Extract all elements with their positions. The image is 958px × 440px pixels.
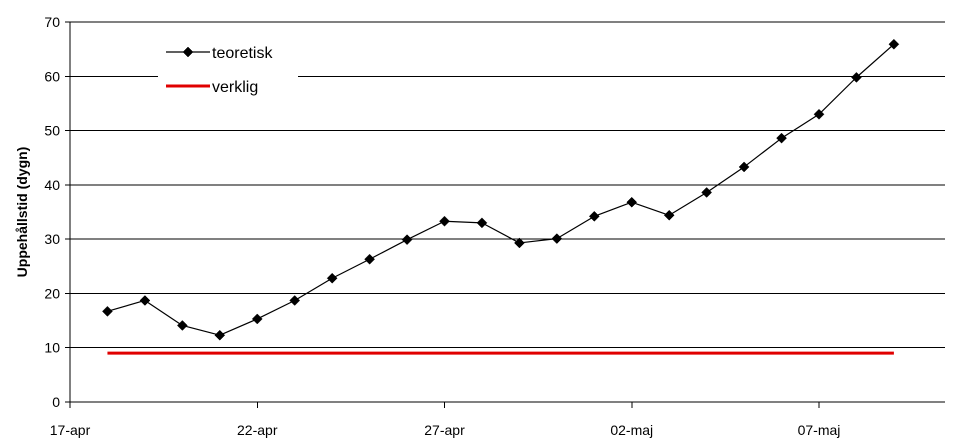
x-tick-labels: 17-apr 22-apr 27-apr 02-maj 07-maj (50, 422, 841, 438)
y-tick-label: 50 (44, 123, 60, 139)
x-tick-label: 02-maj (610, 422, 653, 438)
y-tick-label: 40 (44, 177, 60, 193)
data-point (401, 234, 413, 246)
data-point (214, 329, 226, 341)
data-point (476, 217, 488, 229)
legend-marker-teoretisk (182, 46, 194, 58)
x-tick-label: 27-apr (424, 422, 465, 438)
data-point (326, 272, 338, 284)
data-point (551, 233, 563, 244)
series-line-teoretisk (107, 43, 895, 336)
x-tick-label: 22-apr (237, 422, 278, 438)
y-tick-label: 70 (44, 14, 60, 30)
y-tick-label: 0 (52, 394, 60, 410)
y-axis-title: Uppehållstid (dygn) (14, 147, 30, 278)
x-tick-label: 17-apr (50, 422, 91, 438)
data-point (289, 295, 301, 306)
y-tick-label: 10 (44, 340, 60, 356)
y-tick-labels: 0 10 20 30 40 50 60 70 (44, 14, 60, 410)
legend: teoretisk verklig (158, 36, 298, 106)
data-point (701, 187, 713, 198)
data-point (663, 209, 675, 221)
series-layer (102, 38, 900, 355)
data-point (813, 108, 825, 120)
data-point (738, 161, 750, 173)
axes (65, 21, 945, 408)
data-point (888, 38, 900, 50)
legend-background (158, 36, 298, 106)
y-tick-label: 20 (44, 285, 60, 301)
data-point (588, 210, 600, 222)
data-point (514, 237, 525, 249)
data-point (776, 132, 787, 144)
data-point (251, 313, 263, 325)
data-point (439, 215, 450, 227)
data-point (139, 295, 151, 306)
y-tick-label: 30 (44, 231, 60, 247)
legend-label-verklig: verklig (212, 79, 258, 96)
data-point (851, 72, 862, 83)
legend-label-teoretisk: teoretisk (212, 45, 273, 62)
data-point (364, 253, 375, 265)
y-tick-label: 60 (44, 68, 60, 84)
data-point (626, 196, 638, 208)
data-point (102, 305, 113, 317)
data-point (176, 320, 188, 331)
x-tick-label: 07-maj (798, 422, 841, 438)
